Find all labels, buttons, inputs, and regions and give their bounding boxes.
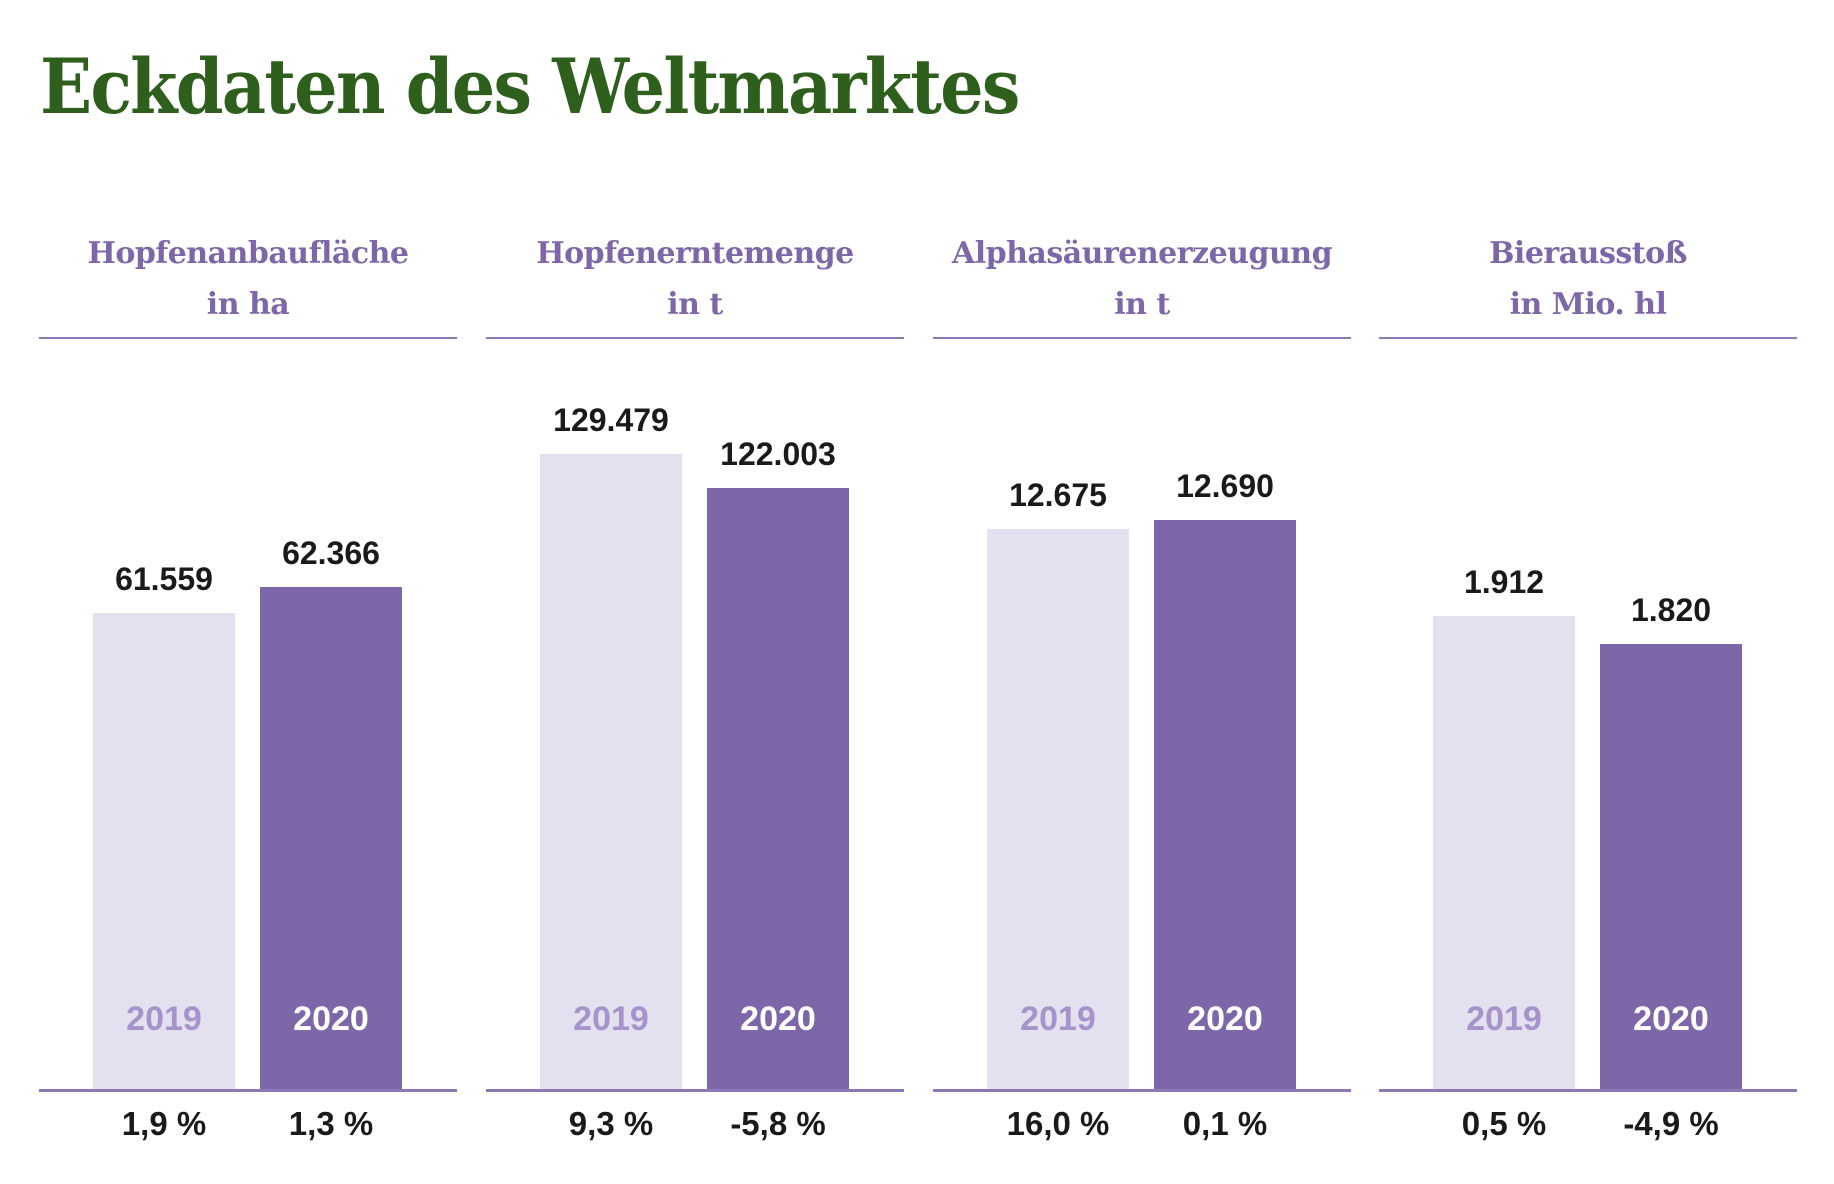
change-label: 16,0 % — [1006, 1105, 1110, 1142]
page-title: Eckdaten des Weltmarktes — [40, 42, 1020, 131]
header-divider — [39, 337, 457, 339]
baseline — [933, 1089, 1351, 1092]
panel-unit: in Mio. hl — [1509, 287, 1667, 322]
change-label: 0,5 % — [1461, 1105, 1547, 1142]
panel-title: Alphasäurenerzeugung in t — [933, 228, 1351, 330]
panel-title-line1: Alphasäurenerzeugung — [951, 236, 1333, 271]
change-label: -4,9 % — [1623, 1105, 1719, 1142]
year-label: 2019 — [573, 1000, 649, 1038]
panel-title-line1: Hopfenanbaufläche — [87, 236, 409, 271]
bar-2020 — [1600, 644, 1742, 1090]
bar-2019 — [1433, 616, 1575, 1090]
year-label: 2020 — [1187, 1000, 1263, 1038]
header-divider — [933, 337, 1351, 339]
year-label: 2019 — [1020, 1000, 1096, 1038]
bar-2020 — [707, 488, 849, 1090]
value-label: 1.820 — [1630, 592, 1712, 628]
baseline — [39, 1089, 457, 1092]
header-divider — [1379, 337, 1797, 339]
panel-title: Hopfenanbaufläche in ha — [39, 228, 457, 330]
baseline — [486, 1089, 904, 1092]
bar-2019 — [93, 613, 235, 1090]
bar-2020 — [1154, 520, 1296, 1090]
value-label: 12.690 — [1176, 468, 1274, 504]
panel-unit: in t — [667, 287, 723, 322]
value-label: 122.003 — [720, 436, 836, 472]
panel-title-line1: Hopfenerntemenge — [536, 236, 854, 271]
chart-panel: Alphasäurenerzeugung in t 12.675 2019 16,… — [933, 0, 1351, 1184]
panel-title: Hopfenerntemenge in t — [486, 228, 904, 330]
panel-unit: in ha — [206, 287, 290, 322]
panel-title: Bierausstoß in Mio. hl — [1379, 228, 1797, 330]
chart-panel: Hopfenerntemenge in t 129.479 2019 9,3 % … — [486, 0, 904, 1184]
change-label: 1,3 % — [288, 1105, 374, 1142]
year-label: 2020 — [1633, 1000, 1709, 1038]
change-label: 9,3 % — [568, 1105, 654, 1142]
value-label: 12.675 — [1009, 477, 1107, 513]
panel-title-line1: Bierausstoß — [1489, 236, 1687, 271]
value-label: 61.559 — [115, 561, 213, 597]
year-label: 2020 — [293, 1000, 369, 1038]
bar-2019 — [987, 529, 1129, 1090]
value-label: 129.479 — [553, 402, 669, 438]
chart-panel: Bierausstoß in Mio. hl 1.912 2019 0,5 % 1… — [1379, 0, 1797, 1184]
year-label: 2019 — [1466, 1000, 1542, 1038]
change-label: 1,9 % — [121, 1105, 207, 1142]
baseline — [1379, 1089, 1797, 1092]
change-label: 0,1 % — [1182, 1105, 1268, 1142]
value-label: 62.366 — [282, 535, 380, 571]
chart-panel: Hopfenanbaufläche in ha 61.559 2019 1,9 %… — [39, 0, 457, 1184]
year-label: 2020 — [740, 1000, 816, 1038]
bar-2020 — [260, 587, 402, 1090]
header-divider — [486, 337, 904, 339]
value-label: 1.912 — [1463, 564, 1545, 600]
panel-unit: in t — [1114, 287, 1170, 322]
bar-2019 — [540, 454, 682, 1090]
change-label: -5,8 % — [730, 1105, 826, 1142]
year-label: 2019 — [126, 1000, 202, 1038]
